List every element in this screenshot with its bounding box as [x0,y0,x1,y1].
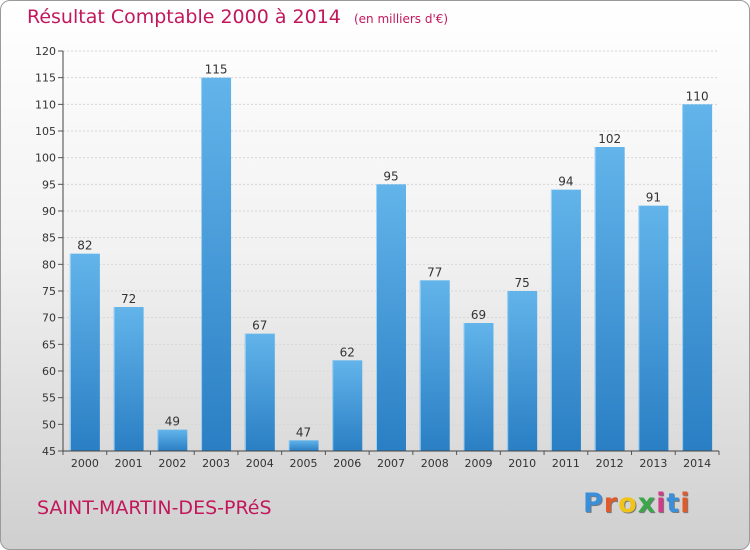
logo-letter: o [618,488,638,519]
logo-letter: x [637,488,657,519]
y-tick-label: 115 [35,72,56,85]
y-tick-label: 80 [42,258,56,271]
x-tick-label: 2006 [333,457,361,470]
y-tick-label: 85 [42,232,56,245]
y-tick-label: 75 [42,285,56,298]
y-tick-label: 120 [35,45,56,58]
data-label: 47 [296,425,311,439]
x-tick-label: 2001 [115,457,143,470]
bar [244,333,275,451]
bar [69,253,100,451]
y-tick-label: 95 [42,178,56,191]
chart-title: Résultat Comptable 2000 à 2014 [27,6,341,28]
x-tick-label: 2014 [683,457,711,470]
data-label: 77 [427,265,442,279]
data-label: 115 [205,63,228,77]
y-tick-label: 105 [35,125,56,138]
data-label: 94 [558,175,573,189]
bar [288,440,319,451]
y-tick-label: 55 [42,392,56,405]
y-tick-label: 100 [35,152,56,165]
data-label: 82 [77,239,92,253]
bar [682,104,713,451]
bar [507,291,538,451]
y-tick-label: 70 [42,312,56,325]
bar [419,280,450,451]
bar [376,184,406,452]
bar [332,360,363,451]
title-row: Résultat Comptable 2000 à 2014 (en milli… [27,6,448,28]
logo-letter: P [583,488,604,519]
x-tick-label: 2013 [639,457,667,470]
bar [201,77,232,452]
y-tick-label: 65 [42,338,56,351]
bar [638,205,669,451]
data-label: 95 [383,169,398,183]
x-tick-label: 2008 [421,457,449,470]
data-label: 49 [165,415,180,429]
data-label: 67 [252,319,267,333]
bar [550,189,581,451]
data-label: 91 [646,191,661,205]
x-tick-label: 2010 [508,457,536,470]
bar [113,307,144,451]
x-tick-label: 2000 [71,457,99,470]
logo-letter: i [680,488,691,519]
x-tick-label: 2005 [290,457,318,470]
data-label: 102 [598,132,621,146]
y-tick-label: 60 [42,365,56,378]
data-label: 69 [471,308,486,322]
bar [157,429,188,451]
data-label: 72 [121,292,136,306]
data-label: 75 [515,276,530,290]
logo-letter: t [666,488,681,519]
x-tick-label: 2012 [596,457,624,470]
y-tick-label: 45 [42,445,56,458]
bar [463,323,494,451]
bar [594,147,625,451]
y-tick-label: 90 [42,205,56,218]
x-tick-label: 2003 [202,457,230,470]
x-tick-label: 2007 [377,457,405,470]
logo-letter: r [603,488,619,519]
y-tick-label: 50 [42,418,56,431]
data-label: 62 [340,345,355,359]
town-name: SAINT-MARTIN-DES-PRéS [37,497,272,519]
x-tick-label: 2011 [552,457,580,470]
x-tick-label: 2009 [464,457,492,470]
x-tick-label: 2004 [246,457,274,470]
x-tick-label: 2002 [158,457,186,470]
chart-subtitle: (en milliers d'€) [353,12,449,26]
proxiti-logo: Proxiti [583,488,691,519]
y-tick-label: 110 [35,98,56,111]
data-label: 110 [686,89,709,103]
logo-letter: i [656,488,667,519]
